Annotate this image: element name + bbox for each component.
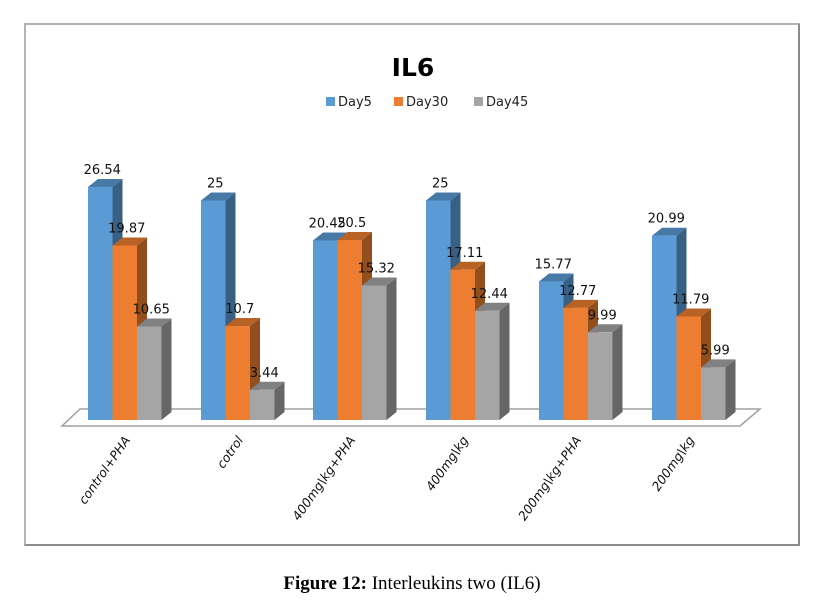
bar-top bbox=[676, 308, 711, 317]
data-label: 20.45 bbox=[309, 216, 346, 231]
bar-top bbox=[450, 261, 485, 270]
bar-top bbox=[362, 277, 397, 286]
data-label: 20.99 bbox=[648, 212, 685, 227]
data-label: 5.99 bbox=[701, 343, 730, 358]
bar-front bbox=[250, 389, 275, 420]
bar-front bbox=[450, 269, 475, 420]
bar-front bbox=[475, 310, 500, 420]
bar-top bbox=[201, 192, 236, 201]
bar-top bbox=[426, 192, 461, 201]
bar-side bbox=[612, 324, 623, 420]
bar-top bbox=[250, 381, 285, 390]
bar-top bbox=[475, 302, 510, 311]
bar-side bbox=[499, 302, 510, 420]
legend: Day5 Day30 Day45 bbox=[326, 95, 528, 110]
bar-front bbox=[426, 200, 451, 420]
data-label: 10.65 bbox=[133, 302, 170, 317]
bar-top bbox=[652, 227, 687, 236]
data-label: 19.87 bbox=[108, 222, 145, 237]
category-label: 400mg\kg+PHA bbox=[289, 433, 358, 523]
bar-side bbox=[386, 277, 397, 420]
bar-top bbox=[588, 324, 623, 333]
caption-text: Interleukins two (IL6) bbox=[366, 573, 541, 594]
data-label: 17.11 bbox=[446, 246, 483, 261]
bar-front bbox=[563, 307, 588, 420]
bars bbox=[88, 178, 736, 420]
bar-front bbox=[112, 245, 137, 420]
bar-top bbox=[137, 318, 172, 327]
category-label: cotrol bbox=[213, 433, 246, 471]
legend-label-day30: Day30 bbox=[406, 95, 448, 110]
legend-label-day5: Day5 bbox=[338, 95, 372, 110]
bar-front bbox=[652, 235, 677, 420]
figure-caption: Figure 12: Interleukins two (IL6) bbox=[0, 573, 824, 595]
chart-title: IL6 bbox=[392, 53, 435, 82]
bar-side bbox=[161, 318, 172, 420]
category-label: control+PHA bbox=[75, 433, 133, 507]
bar bbox=[475, 302, 510, 420]
bar-front bbox=[539, 281, 564, 420]
legend-swatch-day5 bbox=[326, 97, 335, 106]
data-label: 9.99 bbox=[588, 308, 617, 323]
bar bbox=[137, 318, 172, 420]
bar-top bbox=[539, 273, 574, 282]
bar bbox=[250, 381, 285, 420]
bar bbox=[701, 359, 736, 420]
bar-front bbox=[701, 367, 726, 420]
bar-front bbox=[137, 326, 162, 420]
bar-front bbox=[225, 326, 250, 420]
data-label: 20.5 bbox=[337, 216, 366, 231]
bar-top bbox=[112, 237, 147, 246]
bar-top bbox=[313, 232, 348, 241]
data-label: 26.54 bbox=[84, 163, 121, 178]
bar-top bbox=[563, 299, 598, 308]
bar-front bbox=[588, 332, 613, 420]
bar bbox=[362, 277, 397, 420]
data-label: 25 bbox=[432, 177, 449, 192]
legend-label-day45: Day45 bbox=[486, 95, 528, 110]
data-label: 25 bbox=[207, 177, 224, 192]
bar-top bbox=[88, 178, 123, 187]
category-label: 200mg\kg+PHA bbox=[515, 433, 584, 523]
bar-top bbox=[701, 359, 736, 368]
bar-top bbox=[225, 318, 260, 327]
category-label: 400mg\kg bbox=[423, 433, 472, 494]
data-label: 12.77 bbox=[559, 284, 596, 299]
bar-side bbox=[725, 359, 736, 420]
caption-label: Figure 12: bbox=[283, 573, 367, 594]
bar bbox=[588, 324, 623, 420]
data-label: 15.77 bbox=[535, 258, 572, 273]
bar-front bbox=[676, 316, 701, 420]
legend-swatch-day45 bbox=[474, 97, 483, 106]
data-label: 11.79 bbox=[672, 292, 709, 307]
bar-front bbox=[337, 240, 362, 420]
data-label: 10.7 bbox=[225, 302, 254, 317]
data-label: 12.44 bbox=[471, 287, 508, 302]
bar-front bbox=[88, 186, 113, 420]
data-label: 15.32 bbox=[358, 261, 395, 276]
category-label: 200mg\kg bbox=[649, 433, 698, 494]
bar-front bbox=[201, 200, 226, 420]
bar-top bbox=[337, 232, 372, 241]
bar-side bbox=[274, 381, 285, 420]
legend-swatch-day30 bbox=[394, 97, 403, 106]
category-labels: control+PHA cotrol 400mg\kg+PHA 400mg\kg 200… bbox=[75, 433, 697, 523]
data-label: 3.44 bbox=[250, 366, 279, 381]
bar-front bbox=[313, 240, 338, 420]
bar-front bbox=[362, 285, 387, 420]
